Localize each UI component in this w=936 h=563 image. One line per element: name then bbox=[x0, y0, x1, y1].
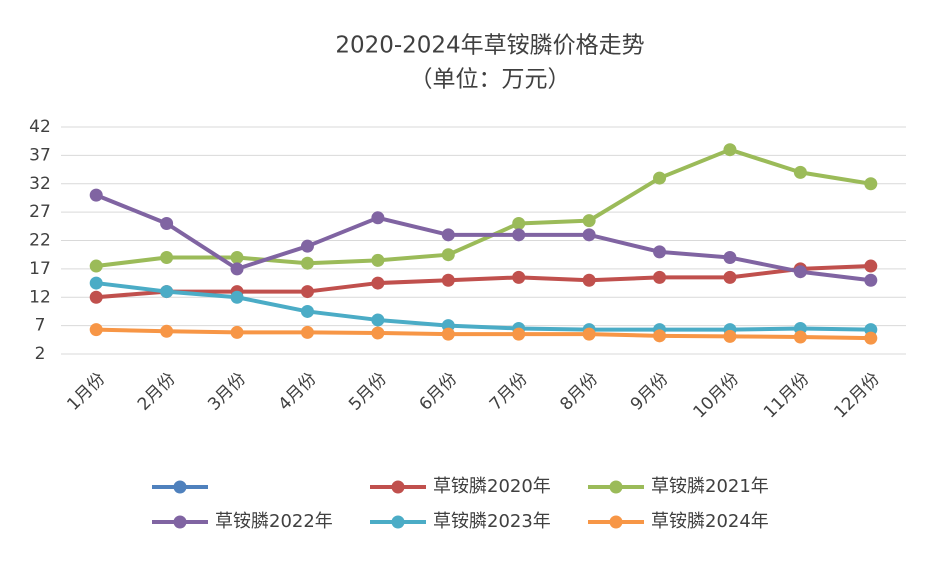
legend-marker bbox=[391, 515, 405, 529]
legend-label: 草铵膦2021年 bbox=[651, 476, 769, 497]
data-point bbox=[160, 285, 174, 299]
y-tick-label: 17 bbox=[29, 259, 51, 279]
data-point bbox=[160, 251, 174, 265]
y-tick-label: 42 bbox=[29, 117, 51, 137]
data-point bbox=[300, 325, 314, 339]
data-point bbox=[371, 276, 385, 290]
data-point bbox=[723, 329, 737, 343]
x-tick-label: 3月份 bbox=[204, 369, 250, 415]
data-point bbox=[300, 256, 314, 270]
data-point bbox=[512, 327, 526, 341]
data-point bbox=[371, 211, 385, 225]
data-point bbox=[723, 251, 737, 265]
data-point bbox=[582, 327, 596, 341]
y-tick-label: 2 bbox=[35, 344, 46, 364]
data-point bbox=[89, 276, 103, 290]
series-line bbox=[96, 327, 871, 341]
data-point bbox=[300, 304, 314, 318]
data-point bbox=[371, 313, 385, 327]
x-tick-label: 11月份 bbox=[760, 369, 813, 422]
x-tick-label: 1月份 bbox=[63, 369, 109, 415]
data-point bbox=[230, 290, 244, 304]
legend-marker bbox=[609, 515, 623, 529]
y-tick-label: 22 bbox=[29, 231, 51, 251]
legend-label: 草铵膦2023年 bbox=[433, 511, 551, 532]
data-point bbox=[89, 323, 103, 337]
x-tick-label: 7月份 bbox=[486, 369, 532, 415]
data-point bbox=[89, 188, 103, 202]
data-point bbox=[512, 270, 526, 284]
x-tick-label: 9月份 bbox=[627, 369, 673, 415]
series-line bbox=[95, 193, 872, 283]
chart-subtitle: （单位：万元） bbox=[410, 67, 571, 93]
data-point bbox=[864, 331, 878, 345]
data-point bbox=[793, 165, 807, 179]
x-tick-label: 5月份 bbox=[345, 369, 391, 415]
data-point bbox=[582, 228, 596, 242]
legend-label: 草铵膦2022年 bbox=[215, 511, 333, 532]
series-line bbox=[95, 281, 871, 332]
data-point bbox=[582, 214, 596, 228]
data-point bbox=[582, 273, 596, 287]
y-tick-label: 12 bbox=[29, 287, 51, 307]
x-tick-label: 4月份 bbox=[275, 369, 321, 415]
data-point bbox=[441, 273, 455, 287]
data-point bbox=[89, 259, 103, 273]
data-point bbox=[300, 239, 314, 253]
data-point bbox=[371, 253, 385, 267]
data-point bbox=[230, 325, 244, 339]
data-point bbox=[160, 216, 174, 230]
data-point bbox=[371, 326, 385, 340]
y-tick-label: 27 bbox=[29, 202, 51, 222]
x-tick-label: 10月份 bbox=[690, 369, 743, 422]
data-point bbox=[653, 270, 667, 284]
data-point bbox=[793, 330, 807, 344]
data-point bbox=[512, 216, 526, 230]
legend-marker bbox=[173, 515, 187, 529]
legend-marker bbox=[391, 480, 405, 494]
data-point bbox=[160, 324, 174, 338]
x-tick-label: 8月份 bbox=[556, 369, 602, 415]
data-point bbox=[441, 228, 455, 242]
data-point bbox=[653, 329, 667, 343]
legend-label: 草铵膦2024年 bbox=[651, 511, 769, 532]
y-tick-label: 7 bbox=[35, 316, 46, 336]
chart-title: 2020-2024年草铵膦价格走势 bbox=[335, 33, 644, 59]
data-point bbox=[864, 273, 878, 287]
data-point bbox=[653, 171, 667, 185]
data-point bbox=[864, 259, 878, 273]
data-point bbox=[441, 327, 455, 341]
x-tick-label: 2月份 bbox=[134, 369, 180, 415]
series-line bbox=[95, 147, 872, 269]
data-point bbox=[793, 265, 807, 279]
data-point bbox=[89, 290, 103, 304]
y-tick-label: 37 bbox=[29, 145, 51, 165]
legend-label: 草铵膦2020年 bbox=[433, 476, 551, 497]
data-point bbox=[512, 228, 526, 242]
legend-marker bbox=[609, 480, 623, 494]
data-point bbox=[230, 262, 244, 276]
series-line bbox=[96, 264, 871, 300]
x-tick-label: 6月份 bbox=[416, 369, 462, 415]
data-point bbox=[441, 248, 455, 262]
data-point bbox=[723, 143, 737, 157]
legend-marker bbox=[173, 480, 187, 494]
x-tick-label: 12月份 bbox=[830, 369, 883, 422]
data-point bbox=[300, 285, 314, 299]
data-point bbox=[864, 177, 878, 191]
data-point bbox=[723, 270, 737, 284]
data-point bbox=[653, 245, 667, 259]
data-point bbox=[230, 251, 244, 265]
y-tick-label: 32 bbox=[29, 174, 51, 194]
